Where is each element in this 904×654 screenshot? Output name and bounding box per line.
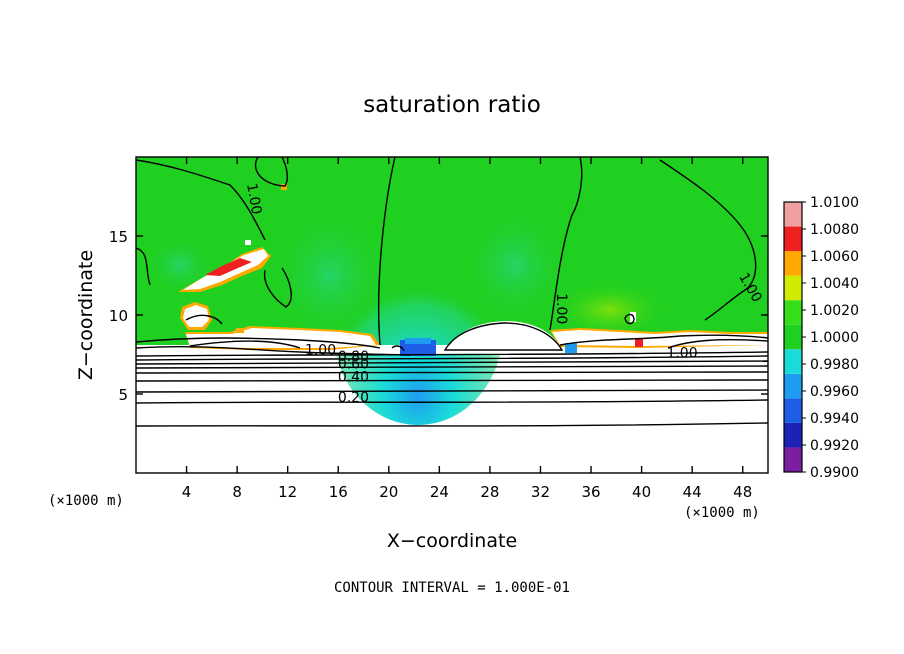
- colorbar-label: 1.0000: [810, 330, 859, 346]
- colorbar-label: 1.0040: [810, 276, 859, 292]
- x-tick-label: 16: [329, 483, 348, 501]
- colorbar-swatch: [784, 447, 802, 472]
- colorbar-label: 1.0020: [810, 303, 859, 319]
- colorbar-label: 0.9980: [810, 357, 859, 373]
- colorbar-swatch: [784, 300, 802, 325]
- x-axis-label: X−coordinate: [387, 530, 517, 552]
- contour-label: 1.00: [553, 293, 569, 324]
- colorbar-swatch: [784, 251, 802, 276]
- colorbar-label: 0.9920: [810, 438, 859, 454]
- colorbar-label: 0.9900: [810, 465, 859, 481]
- contour-label: 1.00: [305, 343, 336, 359]
- contour-label: 0.40: [338, 369, 369, 385]
- x-unit-label-left: (×1000 m): [48, 493, 124, 509]
- x-tick-label: 40: [632, 483, 651, 501]
- colorbar-label: 1.0100: [810, 195, 859, 211]
- colorbar-label: 0.9960: [810, 384, 859, 400]
- x-tick-label: 44: [683, 483, 702, 501]
- x-axis: 4 8 12 16 20 24 28 32 36 40 44 48: [182, 157, 752, 501]
- y-axis: 5 10 15: [109, 228, 768, 404]
- y-axis-label: Z−coordinate: [75, 250, 97, 380]
- contour-label: 1.00: [666, 346, 697, 362]
- contour-label: 0.80: [338, 349, 369, 365]
- y-tick-label: 15: [109, 228, 128, 246]
- y-tick-label: 5: [118, 386, 128, 404]
- y-tick-label: 10: [109, 307, 128, 325]
- x-tick-label: 48: [733, 483, 752, 501]
- heatmap-field: [136, 157, 768, 473]
- x-tick-label: 28: [480, 483, 499, 501]
- colorbar-swatch: [784, 226, 802, 252]
- contour-label: 0.20: [338, 390, 369, 406]
- contour-interval-note: CONTOUR INTERVAL = 1.000E-01: [334, 580, 570, 596]
- colorbar-swatch: [784, 324, 802, 350]
- colorbar-label: 1.0080: [810, 222, 859, 238]
- contour-lines: [136, 157, 768, 427]
- colorbar-swatch: [784, 398, 802, 423]
- colorbar-label: 0.9940: [810, 411, 859, 427]
- chart-title: saturation ratio: [363, 92, 541, 118]
- x-tick-label: 24: [430, 483, 449, 501]
- x-tick-label: 32: [531, 483, 550, 501]
- contour-label: 1.00: [243, 182, 264, 215]
- colorbar-swatch: [784, 373, 802, 399]
- colorbar-label: 1.0060: [810, 249, 859, 265]
- x-tick-label: 36: [581, 483, 600, 501]
- x-tick-label: 4: [182, 483, 192, 501]
- colorbar: 0.9900 0.9920 0.9940 0.9960 0.9980 1.0000 1.00…: [783, 195, 859, 481]
- colorbar-swatch: [784, 275, 802, 301]
- cloud-patches: [178, 184, 768, 353]
- x-tick-label: 12: [278, 483, 297, 501]
- contour-label: 0.60: [338, 357, 369, 373]
- colorbar-swatch: [784, 422, 802, 448]
- x-unit-label-right: (×1000 m): [684, 505, 760, 521]
- x-tick-label: 8: [232, 483, 242, 501]
- colorbar-swatch: [784, 202, 802, 227]
- x-tick-label: 20: [379, 483, 398, 501]
- colorbar-swatch: [784, 349, 802, 374]
